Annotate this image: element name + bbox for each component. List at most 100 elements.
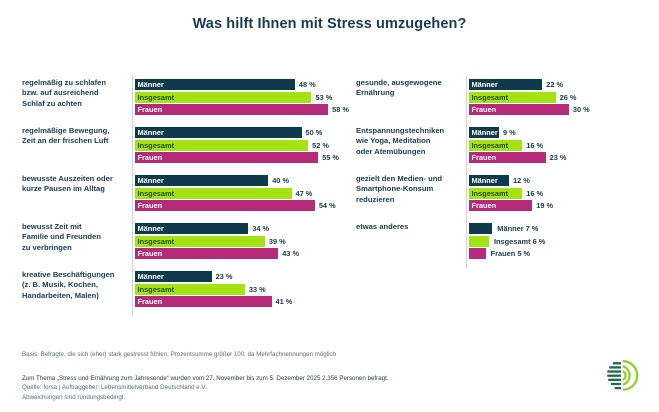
bar-value-label: 48 % xyxy=(298,80,316,89)
series-name-label: Frauen xyxy=(137,249,163,258)
bar-group: regelmäßig zu schlafen bzw. auf ausreiche… xyxy=(22,76,349,124)
bar-row[interactable]: Insgesamt 52 % xyxy=(135,139,338,151)
category-label-bewusste-auszeiten-oder-kurze-pausen-im-: bewusste Auszeiten oder kurze Pausen im A… xyxy=(22,174,128,195)
bar-insgesamt[interactable]: Insgesamt xyxy=(469,91,556,103)
bar-row[interactable]: Frauen 19 % xyxy=(469,200,646,211)
bar-maenner[interactable]: Männer xyxy=(135,223,249,234)
bar-row[interactable]: Frauen 43 % xyxy=(135,248,338,259)
bar-row[interactable]: Insgesamt 47 % xyxy=(135,187,338,199)
bar-insgesamt[interactable]: Insgesamt xyxy=(469,139,523,151)
bar-frauen[interactable]: Frauen xyxy=(135,152,319,163)
bar-insgesamt[interactable]: Insgesamt xyxy=(135,139,309,151)
bar-insgesamt[interactable]: Insgesamt xyxy=(135,187,292,199)
bar-row[interactable]: Männer 7 % xyxy=(469,223,646,234)
category-label-line: (z. B. Musik, Kochen, xyxy=(22,280,98,290)
bar-row[interactable]: Frauen 54 % xyxy=(135,200,338,211)
bar-row[interactable]: Frauen 30 % xyxy=(469,104,646,115)
bar-frauen[interactable]: Frauen xyxy=(135,104,329,115)
bar-value-label: 22 % xyxy=(546,80,564,89)
series-name-label: Männer xyxy=(137,224,164,233)
bar-set: Männer 9 % Insgesamt 16 % Frauen 23 % xyxy=(469,127,646,165)
bar-row[interactable]: Frauen 58 % xyxy=(135,104,349,115)
bar-insgesamt[interactable]: Insgesamt xyxy=(135,283,245,295)
category-label-regelmaessig-zu-schlafen-bzw-auf-ausreic: regelmäßig zu schlafen bzw. auf ausreiche… xyxy=(22,78,128,109)
bar-frauen[interactable]: Frauen xyxy=(135,296,272,307)
bar-set: Männer 7 % Insgesamt 6 % Frauen 5 % xyxy=(469,223,646,261)
bar-row[interactable]: Insgesamt 53 % xyxy=(135,91,338,103)
bar-frauen[interactable]: Frauen xyxy=(135,248,279,259)
bar-row[interactable]: Männer 22 % xyxy=(469,79,646,90)
bar-row[interactable]: Männer 9 % xyxy=(469,127,646,138)
bar-row[interactable]: Männer 23 % xyxy=(135,271,338,282)
series-name-label: Männer xyxy=(137,80,164,89)
bar-group: bewusst Zeit mit Familie und Freunden zu v… xyxy=(22,220,338,268)
bar-frauen[interactable]: Frauen xyxy=(469,200,533,211)
lebensmittelverband-globe-logo xyxy=(599,352,645,398)
bar-value-label: 41 % xyxy=(275,297,293,306)
bar-row[interactable]: Insgesamt 39 % xyxy=(135,235,338,247)
bar-value-label: 9 % xyxy=(502,128,516,137)
bar-set: Männer 34 % Insgesamt 39 % Frauen 43 % xyxy=(135,223,338,261)
bar-set: Männer 22 % Insgesamt 26 % Frauen 30 % xyxy=(469,79,646,117)
bar-insgesamt[interactable] xyxy=(469,235,489,247)
category-label-gesunde-ausgewogene-ernaehrung: gesunde, ausgewogene Ernährung xyxy=(356,78,460,99)
category-label-gezielt-den-medien-und-smartphone-konsum: gezielt den Medien- und Smartphone-Konsum… xyxy=(356,174,460,205)
bar-maenner[interactable]: Männer xyxy=(135,127,302,138)
bar-row[interactable]: Insgesamt 16 % xyxy=(469,139,646,151)
bar-row[interactable]: Männer 12 % xyxy=(469,175,646,186)
series-name-label: Männer xyxy=(471,176,498,185)
bar-group: etwas anderes Männer 7 % Insgesamt 6 % Frau… xyxy=(356,220,646,268)
bar-insgesamt[interactable]: Insgesamt xyxy=(135,91,312,103)
category-label-line: Entspannungstechniken xyxy=(356,126,445,135)
bar-row[interactable]: Insgesamt 26 % xyxy=(469,91,646,103)
bar-row[interactable]: Männer 50 % xyxy=(135,127,338,138)
bar-set: Männer 50 % Insgesamt 52 % Frauen 55 % xyxy=(135,127,339,165)
category-label-kreative-beschaeftigungen-z-b-musik-koch: kreative Beschäftigungen (z. B. Musik, Ko… xyxy=(22,270,128,301)
bar-row[interactable]: Frauen 41 % xyxy=(135,296,338,307)
series-name-label: Frauen xyxy=(137,297,163,306)
bar-value-label: Männer 7 % xyxy=(497,224,539,233)
bar-row[interactable]: Frauen 5 % xyxy=(469,248,646,259)
bar-row[interactable]: Insgesamt 6 % xyxy=(469,235,646,247)
bar-insgesamt[interactable]: Insgesamt xyxy=(135,235,265,247)
category-label-line: kreative Beschäftigungen xyxy=(22,270,115,279)
bar-value-label: 16 % xyxy=(526,188,544,198)
bar-frauen[interactable]: Frauen xyxy=(469,104,569,115)
series-name-label: Insgesamt xyxy=(471,188,509,198)
bar-value-label: 23 % xyxy=(215,272,233,281)
bar-maenner[interactable]: Männer xyxy=(135,79,295,90)
bar-maenner[interactable]: Männer xyxy=(135,175,269,186)
category-label-entspannungstechniken-wie-yoga-meditatio: Entspannungstechniken wie Yoga, Meditatio… xyxy=(356,126,460,157)
bar-row[interactable]: Frauen 55 % xyxy=(135,152,339,163)
bar-insgesamt[interactable]: Insgesamt xyxy=(469,187,523,199)
bar-maenner[interactable]: Männer xyxy=(135,271,212,282)
bar-maenner[interactable]: Männer xyxy=(469,127,499,138)
bar-frauen[interactable]: Frauen xyxy=(469,152,546,163)
bar-value-label: 43 % xyxy=(282,249,300,258)
series-name-label: Insgesamt xyxy=(471,92,509,102)
bar-maenner[interactable] xyxy=(469,223,493,234)
bar-frauen[interactable] xyxy=(469,248,486,259)
bar-maenner[interactable]: Männer xyxy=(469,175,509,186)
bar-set: Männer 23 % Insgesamt 33 % Frauen 41 % xyxy=(135,271,338,309)
bar-row[interactable]: Insgesamt 16 % xyxy=(469,187,646,199)
bar-value-label: 54 % xyxy=(318,201,336,210)
category-label-line: wie Yoga, Meditation xyxy=(356,136,431,146)
bar-frauen[interactable]: Frauen xyxy=(135,200,315,211)
bar-value-label: 16 % xyxy=(526,140,544,150)
category-label-line: reduzieren xyxy=(356,194,395,204)
bar-value-label: 33 % xyxy=(248,284,266,294)
bar-row[interactable]: Männer 48 % xyxy=(135,79,338,90)
bar-maenner[interactable]: Männer xyxy=(469,79,543,90)
bar-value-label: 26 % xyxy=(559,92,577,102)
chart-title: Was hilft Ihnen mit Stress umzugehen? xyxy=(192,16,467,32)
category-label-line: Zeit an der frischen Luft xyxy=(22,136,109,146)
bar-set: Männer 40 % Insgesamt 47 % Frauen 54 % xyxy=(135,175,338,213)
bar-group: gesunde, ausgewogene Ernährung Männer 22 % I… xyxy=(356,76,646,124)
bar-row[interactable]: Männer 40 % xyxy=(135,175,338,186)
bar-row[interactable]: Frauen 23 % xyxy=(469,152,646,163)
bar-row[interactable]: Männer 34 % xyxy=(135,223,338,234)
category-label-line: oder Atemübungen xyxy=(356,146,426,156)
bar-row[interactable]: Insgesamt 33 % xyxy=(135,283,338,295)
series-name-label: Männer xyxy=(137,176,164,185)
